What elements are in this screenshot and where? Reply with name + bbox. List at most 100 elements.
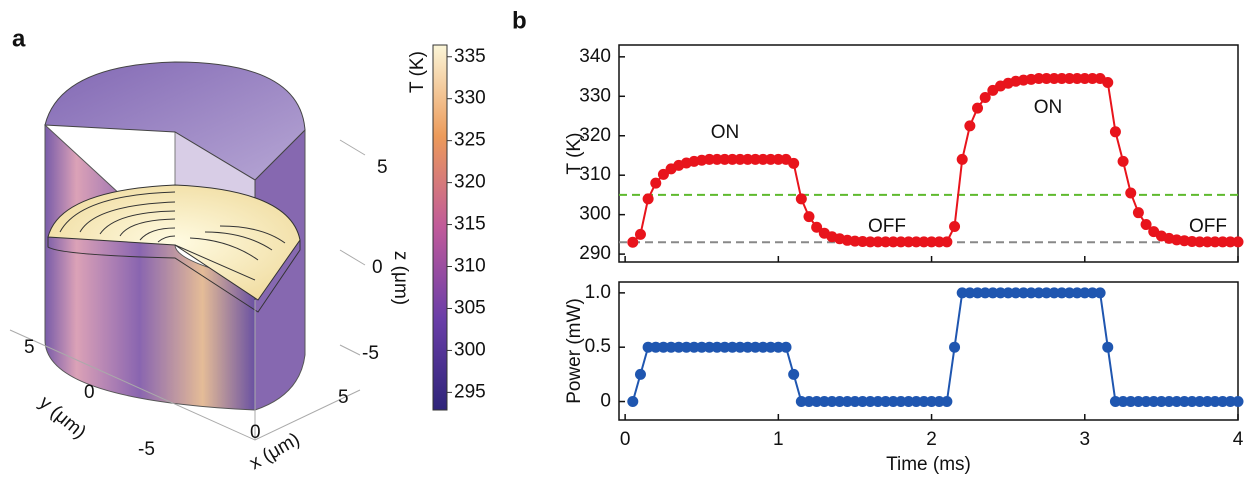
y-axis-label: y (μm) xyxy=(35,392,90,443)
z-tick-label: -5 xyxy=(362,343,379,364)
data-point xyxy=(1086,287,1098,299)
data-point xyxy=(803,396,815,408)
panel-label: a xyxy=(12,25,26,52)
data-point xyxy=(627,236,639,248)
data-point xyxy=(1048,287,1060,299)
data-point xyxy=(826,396,838,408)
colorbar-tick-label: 295 xyxy=(454,381,486,402)
data-point xyxy=(1186,396,1198,408)
data-point xyxy=(1109,396,1121,408)
data-point xyxy=(1125,187,1137,199)
annotation: ON xyxy=(1034,97,1063,118)
data-point xyxy=(1010,287,1022,299)
data-point xyxy=(657,341,669,353)
x-axis-label: Time (ms) xyxy=(886,454,971,475)
data-point xyxy=(1071,73,1083,85)
colorbar-tick-label: 325 xyxy=(454,130,486,151)
data-point xyxy=(864,396,876,408)
data-point xyxy=(1178,396,1190,408)
data-point xyxy=(1109,126,1121,138)
data-point xyxy=(1079,73,1091,85)
x-tick-label: 4 xyxy=(1233,429,1244,450)
data-point xyxy=(1201,396,1213,408)
data-point xyxy=(956,287,968,299)
data-point xyxy=(1063,287,1075,299)
data-point xyxy=(872,396,884,408)
data-point xyxy=(642,193,654,205)
data-point xyxy=(1094,287,1106,299)
colorbar xyxy=(432,44,448,411)
data-point xyxy=(1232,236,1244,248)
data-point xyxy=(1217,236,1229,248)
annotation: OFF xyxy=(868,216,906,237)
data-point xyxy=(1194,236,1206,248)
data-point xyxy=(1148,396,1160,408)
y-tick-label: 0.5 xyxy=(585,336,611,357)
x-tick-label: 5 xyxy=(338,387,349,408)
data-point xyxy=(772,153,784,165)
data-point xyxy=(1163,396,1175,408)
data-point xyxy=(788,368,800,380)
data-point xyxy=(918,236,930,248)
data-point xyxy=(887,236,899,248)
data-point xyxy=(1155,396,1167,408)
data-point xyxy=(903,396,915,408)
data-point xyxy=(734,153,746,165)
data-point xyxy=(1117,396,1129,408)
data-point xyxy=(1171,396,1183,408)
y-tick-label: 330 xyxy=(579,85,611,106)
data-point xyxy=(1217,396,1229,408)
data-point xyxy=(1079,287,1091,299)
data-point xyxy=(1140,396,1152,408)
data-point xyxy=(964,120,976,132)
data-point xyxy=(933,396,945,408)
data-point xyxy=(688,341,700,353)
colorbar-tick-label: 310 xyxy=(454,256,486,277)
data-point xyxy=(657,168,669,180)
x-tick-label: 0 xyxy=(250,422,261,443)
data-point xyxy=(788,157,800,169)
data-point xyxy=(726,341,738,353)
data-point xyxy=(972,287,984,299)
plot-frame xyxy=(618,44,1239,263)
data-point xyxy=(765,341,777,353)
annotation: OFF xyxy=(1189,216,1227,237)
data-point xyxy=(941,396,953,408)
data-point xyxy=(857,396,869,408)
y-tick-label: 320 xyxy=(579,125,611,146)
data-point xyxy=(780,341,792,353)
y-tick-label: 340 xyxy=(579,46,611,67)
data-point xyxy=(742,153,754,165)
data-point xyxy=(1224,396,1236,408)
annotation: ON xyxy=(711,122,740,143)
colorbar-tick-label: 330 xyxy=(454,88,486,109)
data-point xyxy=(903,236,915,248)
x-tick-label: 0 xyxy=(620,429,631,450)
data-point xyxy=(634,228,646,240)
data-point xyxy=(1125,396,1137,408)
y-tick-label: 1.0 xyxy=(585,282,611,303)
data-point xyxy=(1063,73,1075,85)
y-axis-label: Power (mW) xyxy=(564,298,585,404)
data-point xyxy=(711,153,723,165)
data-point xyxy=(979,287,991,299)
data-point xyxy=(949,341,961,353)
data-point xyxy=(1086,73,1098,85)
data-point xyxy=(933,236,945,248)
y-tick-label: 0 xyxy=(600,391,611,412)
colorbar-tick-label: 335 xyxy=(454,46,486,67)
data-point xyxy=(749,153,761,165)
data-point xyxy=(1102,76,1114,88)
data-point xyxy=(673,341,685,353)
data-point xyxy=(1224,236,1236,248)
data-point xyxy=(1117,155,1129,167)
data-point xyxy=(880,396,892,408)
data-point xyxy=(895,396,907,408)
data-point xyxy=(719,341,731,353)
data-point xyxy=(872,236,884,248)
data-point xyxy=(1194,396,1206,408)
data-point xyxy=(1002,287,1014,299)
y-tick-label: 5 xyxy=(24,337,35,358)
data-point xyxy=(1132,396,1144,408)
